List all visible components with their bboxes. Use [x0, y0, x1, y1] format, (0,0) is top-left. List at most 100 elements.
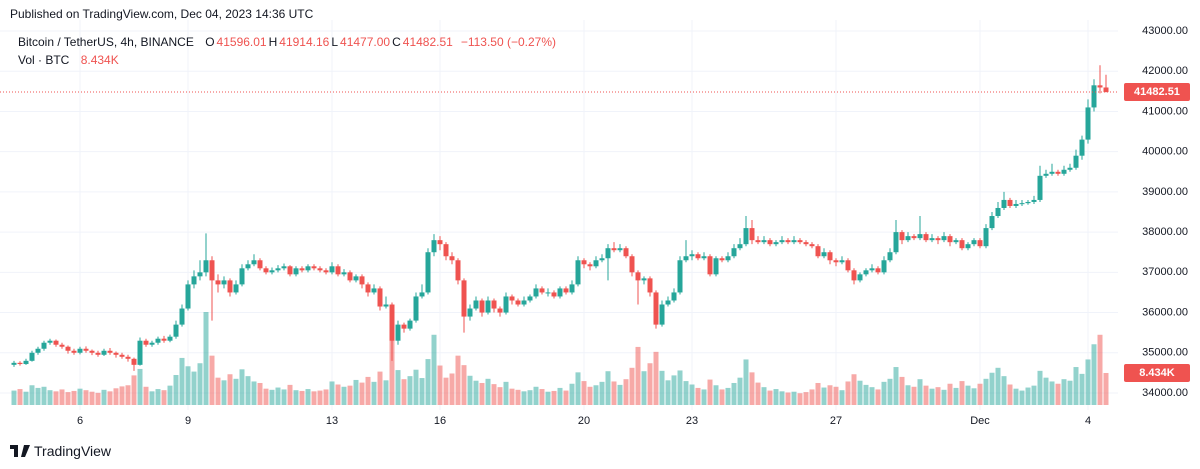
volume-bar: [233, 378, 239, 405]
candle-body: [83, 348, 89, 351]
field-key: O: [205, 35, 215, 49]
candle-body: [89, 350, 95, 353]
volume-bar: [737, 377, 743, 405]
candle-body: [713, 258, 719, 275]
candle-body: [521, 300, 527, 305]
candle-body: [983, 228, 989, 247]
volume-bar: [65, 392, 71, 405]
volume-bar: [881, 381, 887, 405]
candle-body: [635, 272, 641, 281]
candle-body: [923, 234, 929, 241]
volume-bar: [347, 385, 353, 405]
volume-bar: [461, 365, 467, 405]
volume-bar: [527, 390, 533, 405]
volume-bar: [467, 375, 473, 405]
candle-body: [263, 268, 269, 273]
candle-body: [389, 304, 395, 341]
volume-bar: [305, 389, 311, 405]
volume-bar: [605, 371, 611, 405]
volume-bar: [1073, 367, 1079, 405]
candle-body: [749, 228, 755, 241]
volume-bar: [911, 386, 917, 405]
volume-bar: [833, 386, 839, 405]
volume-bar: [923, 385, 929, 405]
volume-bar: [953, 387, 959, 405]
candle-body: [209, 260, 215, 281]
candle-body: [1091, 85, 1097, 108]
candle-body: [257, 260, 263, 269]
volume-bar: [1049, 381, 1055, 405]
volume-bar: [587, 386, 593, 405]
field-value: 41482.51: [402, 35, 453, 49]
candle-body: [155, 338, 161, 343]
candle-body: [719, 258, 725, 261]
volume-bar: [101, 389, 107, 405]
candle-body: [467, 308, 473, 317]
candle-body: [575, 260, 581, 285]
volume-bar: [389, 340, 395, 405]
volume-bar: [917, 379, 923, 405]
candle-body: [509, 296, 515, 301]
candle-body: [623, 248, 629, 257]
volume-bar: [275, 387, 281, 405]
volume-bar: [875, 389, 881, 405]
volume-bar: [617, 384, 623, 405]
volume-title: Vol · BTC: [18, 53, 70, 67]
candle-body: [77, 348, 83, 353]
volume-bar: [1037, 370, 1043, 405]
candle-body: [359, 276, 365, 285]
candle-body: [1007, 199, 1013, 206]
field-value: 41477.00: [340, 35, 391, 49]
y-tick-label: 37000.00: [1142, 266, 1188, 278]
candle-body: [287, 266, 293, 275]
volume-bar: [893, 367, 899, 405]
volume-bar: [899, 376, 905, 405]
volume-bar: [791, 391, 797, 405]
volume-bar: [593, 385, 599, 405]
volume-value: 8.434K: [80, 53, 119, 67]
candle-body: [419, 292, 425, 297]
candle-body: [23, 360, 29, 365]
candle-body: [809, 244, 815, 247]
candle-body: [857, 274, 863, 281]
candle-body: [773, 242, 779, 245]
volume-bar: [413, 369, 419, 405]
volume-bar: [827, 385, 833, 405]
candle-body: [755, 240, 761, 243]
volume-bar: [545, 391, 551, 405]
volume-bar: [839, 390, 845, 405]
volume-bar: [665, 380, 671, 405]
candle-body: [593, 260, 599, 267]
candle-body: [965, 244, 971, 249]
candle-body: [533, 288, 539, 297]
volume-bar: [1019, 390, 1025, 405]
volume-bar: [359, 382, 365, 405]
volume-bar: [497, 387, 503, 405]
candle-body: [503, 296, 509, 313]
symbol: Bitcoin / TetherUS, 4h, BINANCE: [18, 35, 194, 49]
volume-bar: [701, 389, 707, 405]
volume-bar: [107, 391, 113, 405]
volume-bar: [707, 379, 713, 405]
candle-body: [107, 350, 113, 353]
candle-body: [611, 248, 617, 251]
volume-bar: [293, 390, 299, 405]
candle-body: [827, 252, 833, 261]
field-key: L: [331, 35, 339, 49]
volume-bar: [371, 381, 377, 405]
y-tick-label: 38000.00: [1142, 226, 1188, 238]
candle-body: [977, 240, 983, 247]
volume-bar: [29, 385, 35, 405]
volume-bar: [581, 381, 587, 405]
candle-body: [101, 350, 107, 355]
volume-bar: [137, 368, 143, 405]
volume-bar: [149, 391, 155, 405]
volume-bar: [797, 393, 803, 405]
volume-bar: [749, 372, 755, 405]
volume-bar: [719, 389, 725, 405]
volume-bar: [203, 312, 209, 405]
candle-body: [911, 236, 917, 239]
candle-body: [371, 288, 377, 293]
candle-body: [185, 284, 191, 309]
